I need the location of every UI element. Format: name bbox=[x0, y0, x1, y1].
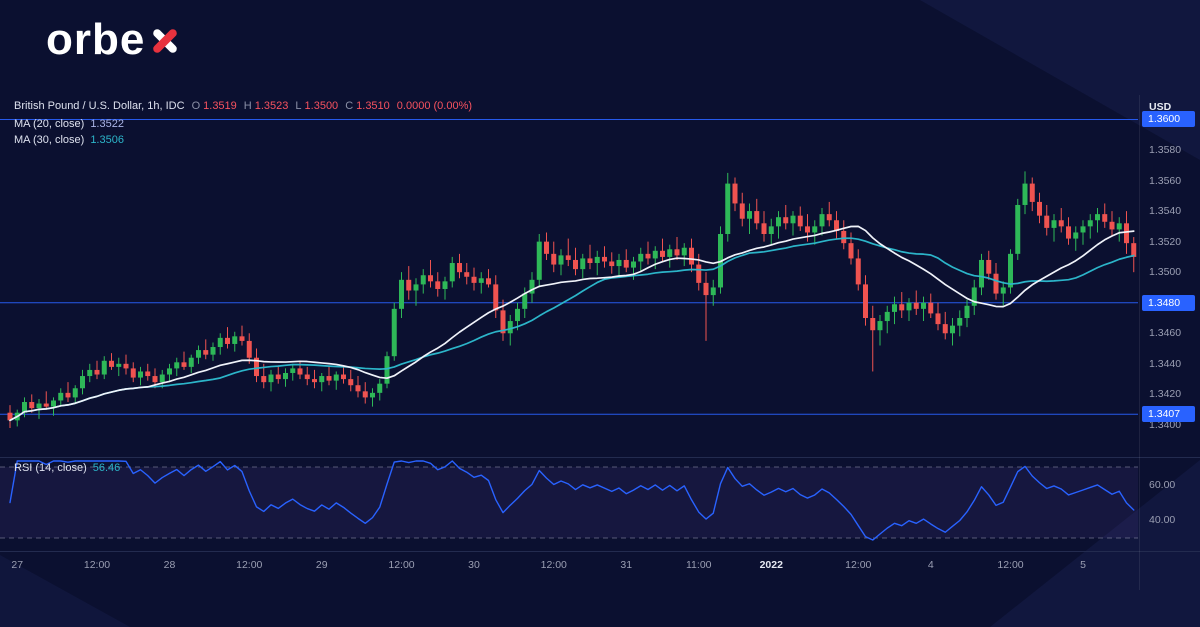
rsi-tick-label: 60.00 bbox=[1149, 478, 1176, 491]
orbex-logo: orbe bbox=[46, 18, 182, 62]
price-level-badge: 1.3480 bbox=[1142, 294, 1195, 311]
high-value: 1.3523 bbox=[254, 100, 289, 112]
price-tick-label: 1.3460 bbox=[1149, 327, 1182, 340]
price-tick-label: 1.3540 bbox=[1149, 205, 1182, 218]
price-tick-label: 1.3500 bbox=[1149, 266, 1182, 279]
price-tick-label: 1.3580 bbox=[1149, 143, 1182, 156]
logo-x-icon bbox=[148, 22, 182, 58]
price-tick-label: 1.3440 bbox=[1149, 357, 1182, 370]
price-tick-label: 1.3420 bbox=[1149, 388, 1182, 401]
chart-widget[interactable]: British Pound / U.S. Dollar, 1h, IDC O 1.3… bbox=[0, 95, 1200, 600]
ma20-value: 1.3522 bbox=[90, 118, 124, 130]
candlestick-chart[interactable] bbox=[0, 95, 1200, 590]
close-label: C bbox=[345, 100, 354, 112]
price-scale[interactable]: USD 1.3580 1.3560 1.3540 1.3520 1.3500 1.3460… bbox=[1139, 95, 1200, 590]
price-tick-label: 1.3560 bbox=[1149, 174, 1182, 187]
open-label: O bbox=[191, 100, 201, 112]
ma30-legend[interactable]: MA (30, close) 1.3506 bbox=[14, 134, 124, 146]
price-level-badge: 1.3600 bbox=[1142, 111, 1195, 128]
close-value: 1.3510 bbox=[356, 100, 390, 112]
symbol-legend: British Pound / U.S. Dollar, 1h, IDC O 1.3… bbox=[14, 100, 472, 112]
ma20-label: MA (20, close) bbox=[14, 118, 85, 130]
rsi-label: RSI (14, close) bbox=[14, 462, 87, 474]
price-level-badge: 1.3407 bbox=[1142, 406, 1195, 423]
price-scale-currency: USD bbox=[1149, 101, 1172, 113]
price-tick-label: 1.3520 bbox=[1149, 235, 1182, 248]
ma20-legend[interactable]: MA (20, close) 1.3522 bbox=[14, 118, 124, 130]
low-label: L bbox=[295, 100, 302, 112]
rsi-tick-label: 40.00 bbox=[1149, 514, 1176, 527]
ma30-value: 1.3506 bbox=[90, 134, 124, 146]
change-value: 0.0000 (0.00%) bbox=[396, 100, 473, 112]
open-value: 1.3519 bbox=[203, 100, 237, 112]
high-label: H bbox=[243, 100, 252, 112]
rsi-legend[interactable]: RSI (14, close) 56.46 bbox=[14, 462, 120, 474]
logo-text: orbe bbox=[46, 15, 146, 64]
low-value: 1.3500 bbox=[304, 100, 339, 112]
symbol-title: British Pound / U.S. Dollar, 1h, IDC bbox=[14, 100, 185, 112]
rsi-value: 56.46 bbox=[92, 462, 121, 474]
ma30-label: MA (30, close) bbox=[14, 134, 85, 146]
